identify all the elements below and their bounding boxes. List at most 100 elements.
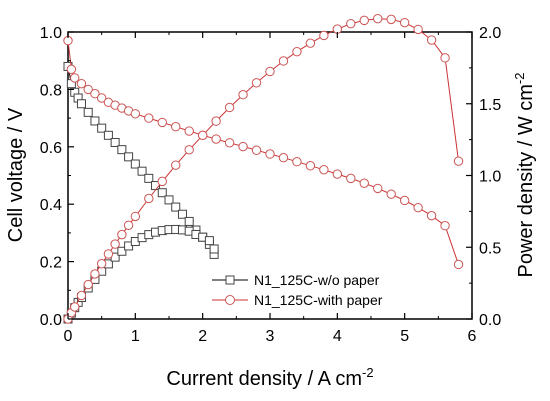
with-paper-power-point <box>103 249 114 259</box>
with-paper-polarization-point <box>453 259 464 270</box>
wo-paper-polarization-point <box>76 99 86 109</box>
wo-paper-polarization-point <box>137 166 147 176</box>
with-paper-polarization-point <box>130 109 141 119</box>
x-axis-title: Current density / A cm-2 <box>166 365 373 390</box>
with-paper-power-point <box>440 53 450 63</box>
with-paper-power-point <box>386 14 396 25</box>
legend: N1_125C-w/o paper N1_125C-with paper <box>212 272 383 308</box>
with-paper-power-point <box>265 66 275 77</box>
with-paper-polarization-point <box>278 153 289 163</box>
with-paper-polarization-point <box>386 189 396 199</box>
with-paper-polarization-point <box>144 113 154 123</box>
with-paper-polarization-point <box>332 169 343 179</box>
with-paper-polarization-point <box>413 202 423 213</box>
with-paper-power-point <box>117 229 127 240</box>
wo-paper-polarization-point <box>184 216 194 226</box>
with-paper-polarization-point <box>238 141 248 152</box>
with-paper-polarization-point <box>224 138 235 148</box>
with-paper-polarization-point <box>305 161 316 171</box>
x-tick-label: 1 <box>131 328 140 345</box>
y-right-tick-label: 1.5 <box>479 97 501 114</box>
with-paper-polarization-point <box>83 84 93 95</box>
wo-paper-polarization-point <box>157 188 167 198</box>
x-tick-label: 0 <box>64 328 73 345</box>
with-paper-power-point <box>83 279 93 290</box>
with-paper-power-point <box>426 35 437 45</box>
with-paper-polarization-point <box>292 157 302 167</box>
with-paper-polarization-point <box>399 195 410 206</box>
with-paper-power-point <box>123 220 134 230</box>
with-paper-power-point <box>413 24 423 35</box>
with-paper-power-point <box>373 13 383 24</box>
with-paper-power-point <box>197 130 208 141</box>
with-paper-polarization-point <box>76 78 87 89</box>
with-paper-power-point <box>251 78 262 88</box>
with-paper-polarization-point <box>319 165 329 175</box>
wo-paper-power-point <box>117 246 127 256</box>
wo-paper-polarization-point <box>164 195 174 205</box>
with-paper-polarization-point <box>184 126 194 136</box>
y-left-tick-label: 0.2 <box>40 255 62 272</box>
wo-paper-polarization-point <box>103 130 113 140</box>
ticks-layer: 0 1 2 3 4 5 60.00.20.40.60.81.00.00.51.01.52.0 <box>40 25 502 345</box>
wo-paper-polarization-point <box>130 159 140 169</box>
y-left-tick-label: 1.0 <box>40 25 62 42</box>
y-left-tick-label: 0.0 <box>40 312 62 329</box>
with-paper-polarization-point <box>171 122 181 132</box>
wo-paper-polarization-point <box>171 202 181 212</box>
with-paper-power-point <box>96 259 107 269</box>
y-axis-right-title-superscript: -2 <box>512 73 527 85</box>
wo-paper-power-point <box>204 236 214 246</box>
wo-paper-polarization-point <box>83 107 93 117</box>
wo-paper-polarization-point <box>177 209 187 219</box>
with-paper-polarization-point <box>66 64 77 75</box>
with-paper-polarization-point <box>359 178 369 188</box>
with-paper-power-point <box>399 17 410 28</box>
with-paper-polarization-point <box>96 93 107 103</box>
with-paper-power-point <box>319 30 329 41</box>
y-right-tick-label: 0.0 <box>479 312 501 329</box>
with-paper-power-point <box>76 290 87 301</box>
with-paper-power-point <box>305 38 316 48</box>
with-paper-polarization-point <box>90 89 100 99</box>
with-paper-power-point <box>224 102 235 113</box>
with-paper-power-point <box>359 15 369 26</box>
x-tick-label: 6 <box>468 328 477 345</box>
y-left-tick-label: 0.8 <box>40 82 62 99</box>
x-tick-label: 3 <box>266 328 275 345</box>
with-paper-power-point <box>110 239 120 249</box>
with-paper-power-point <box>157 176 167 187</box>
y-right-tick-label: 2.0 <box>479 25 501 42</box>
with-paper-power-point <box>171 160 181 170</box>
y-left-tick-label: 0.4 <box>40 197 62 214</box>
with-paper-polarization-point <box>211 134 221 144</box>
x-tick-label: 2 <box>198 328 207 345</box>
with-paper-power-point <box>144 193 154 204</box>
legend-label-wo-paper: N1_125C-w/o paper <box>254 272 380 288</box>
with-paper-power-point <box>238 90 248 100</box>
with-paper-polarization-point <box>251 145 262 155</box>
wo-paper-polarization-point <box>90 116 100 126</box>
with-paper-power-point <box>292 46 302 57</box>
with-paper-power-point <box>130 211 141 222</box>
y-axis-right-title: Power density / W cm-2 <box>512 73 537 278</box>
x-axis-title-superscript: -2 <box>362 365 374 380</box>
y-axis-left-title: Cell voltage / V <box>5 107 27 242</box>
with-paper-polarization-point <box>373 183 383 194</box>
y-right-tick-label: 0.5 <box>479 240 501 257</box>
wo-paper-polarization-point <box>110 137 120 147</box>
wo-paper-polarization-point <box>97 123 107 133</box>
with-paper-polarization-point <box>426 210 437 221</box>
with-paper-polarization-point <box>70 73 80 83</box>
legend-marker-circle <box>225 295 235 305</box>
wo-paper-power-point <box>209 244 219 254</box>
with-paper-polarization-point <box>265 149 275 159</box>
with-paper-power-point <box>346 18 356 29</box>
with-paper-power-point <box>278 56 289 66</box>
with-paper-power-point <box>90 269 100 279</box>
y-left-tick-label: 0.6 <box>40 140 62 157</box>
with-paper-power-point <box>70 302 80 312</box>
with-paper-polarization-point <box>440 221 450 231</box>
wo-paper-polarization-point <box>117 145 127 155</box>
